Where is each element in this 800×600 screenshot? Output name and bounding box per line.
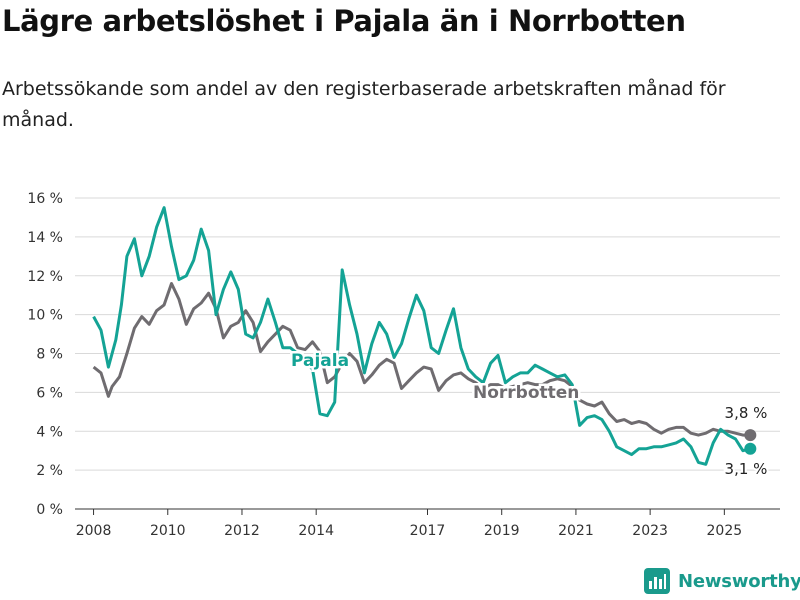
- brand-name: Newsworthy: [678, 570, 800, 592]
- end-value-label-pajala: 3,1 %: [725, 460, 768, 478]
- x-tick-label: 2019: [484, 523, 520, 539]
- series-line-norrbotten: [92, 282, 751, 437]
- series-lines: [92, 206, 757, 466]
- series-end-dot-norrbotten: [744, 429, 757, 442]
- x-tick-label: 2008: [76, 523, 112, 539]
- y-tick-label: 4 %: [36, 424, 63, 440]
- x-axis: 2008 2010 2012 2014 2017 2019 2021 2023 2025: [75, 508, 780, 539]
- y-tick-label: 6 %: [36, 385, 63, 401]
- y-tick-label: 12 %: [27, 269, 63, 285]
- x-tick-label: 2017: [410, 523, 446, 539]
- x-tick-label: 2023: [632, 523, 668, 539]
- y-tick-label: 14 %: [27, 230, 63, 246]
- series-label-pajala: Pajala: [291, 351, 349, 371]
- chart-subtitle: Arbetssökande som andel av den registerb…: [2, 78, 726, 131]
- y-tick-label: 0 %: [36, 502, 63, 518]
- y-tick-label: 2 %: [36, 463, 63, 479]
- x-tick-label: 2012: [224, 523, 260, 539]
- x-tick-label: 2014: [298, 523, 334, 539]
- series-label-norrbotten: Norrbotten: [473, 383, 579, 403]
- series-end-dot-pajala: [744, 442, 757, 455]
- grid-lines: [75, 197, 780, 471]
- y-tick-label: 8 %: [36, 347, 63, 363]
- y-tick-label: 10 %: [27, 308, 63, 324]
- x-tick-label: 2010: [150, 523, 186, 539]
- series-line-pajala: [92, 206, 751, 466]
- series-labels: Pajala Norrbotten 3,8 % 3,1 %: [289, 349, 770, 481]
- end-value-label-norrbotten: 3,8 %: [725, 404, 768, 422]
- chart-title: Lägre arbetslöshet i Pajala än i Norrbot…: [2, 4, 686, 38]
- x-tick-label: 2025: [707, 523, 743, 539]
- y-axis-labels: 0 % 2 % 4 % 6 % 8 % 10 % 12 % 14 % 16 %: [27, 191, 63, 518]
- x-tick-label: 2021: [558, 523, 594, 539]
- bar-chart-logo-icon: [644, 568, 670, 594]
- newsworthy-logo: Newsworthy: [644, 568, 800, 594]
- y-tick-label: 16 %: [27, 191, 63, 207]
